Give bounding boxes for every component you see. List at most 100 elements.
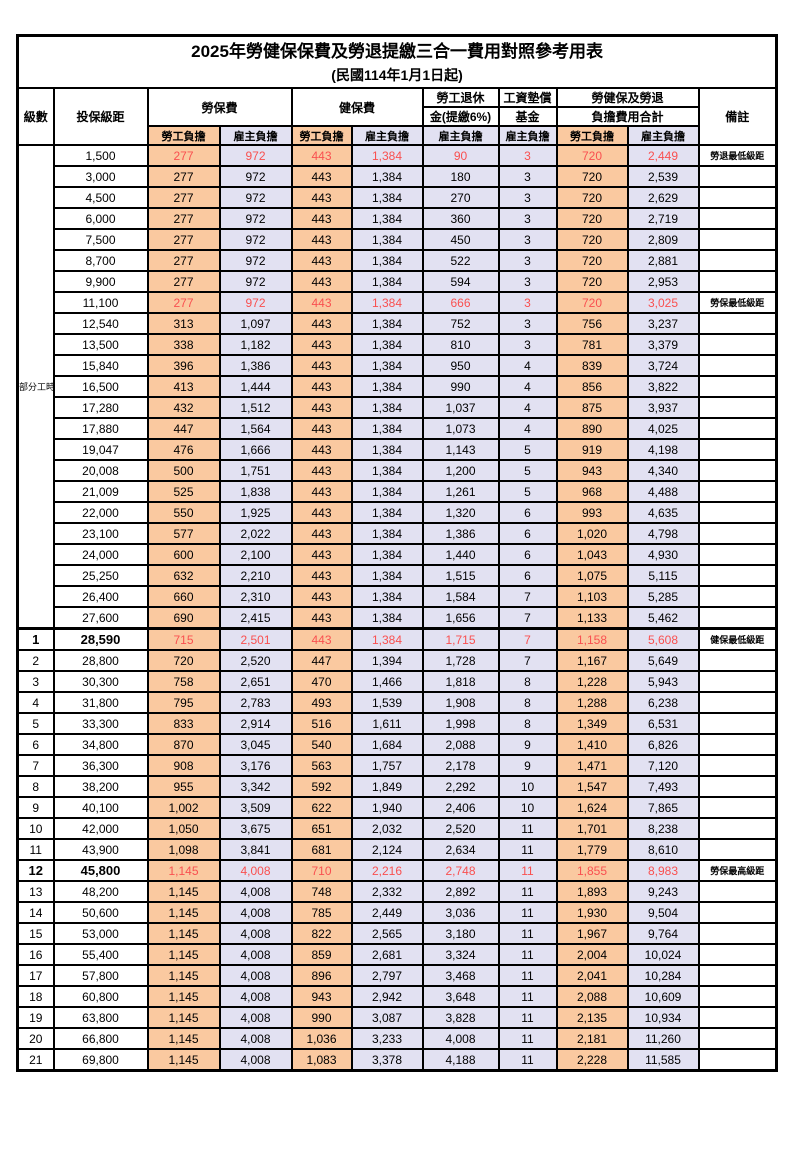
cell-labor-employer: 972 <box>218 144 293 167</box>
cell-labor-employee: 1,145 <box>146 964 221 987</box>
cell-pension-employer: 2,634 <box>421 838 500 861</box>
cell-wage-fund-employer: 5 <box>497 480 558 503</box>
cell-total-employer: 2,539 <box>626 165 700 188</box>
cell-remark <box>697 922 778 945</box>
cell-pension-employer: 2,520 <box>421 817 500 840</box>
cell-total-employer: 3,822 <box>626 375 700 398</box>
cell-pension-employer: 810 <box>421 333 500 356</box>
cell-remark <box>697 564 778 587</box>
cell-total-employer: 4,340 <box>626 459 700 482</box>
cell-level: 1 <box>16 627 55 651</box>
cell-labor-employer: 1,666 <box>218 438 293 461</box>
cell-total-employee: 720 <box>555 291 629 314</box>
cell-level: 10 <box>16 817 55 840</box>
cell-health-employee: 622 <box>290 796 353 819</box>
cell-wage-fund-employer: 11 <box>497 1027 558 1050</box>
table-row: 17 57,800 1,145 4,008 896 2,797 3,468 11 2,041 10… <box>16 964 778 987</box>
cell-health-employee: 443 <box>290 144 353 167</box>
subheader-wage-fund-employer: 雇主負擔 <box>497 125 558 146</box>
table-row: 2 28,800 720 2,520 447 1,394 1,728 7 1,167 5,649 <box>16 649 778 672</box>
cell-wage-fund-employer: 6 <box>497 501 558 524</box>
cell-wage-fund-employer: 11 <box>497 985 558 1008</box>
cell-health-employee: 443 <box>290 228 353 251</box>
col-header-remark: 備註 <box>697 87 778 146</box>
cell-total-employee: 1,855 <box>555 859 629 882</box>
table-row: 10 42,000 1,050 3,675 651 2,032 2,520 11 1,701 8,… <box>16 817 778 840</box>
table-row: 7 36,300 908 3,176 563 1,757 2,178 9 1,471 7,120 <box>16 754 778 777</box>
cell-pension-employer: 1,037 <box>421 396 500 419</box>
cell-health-employee: 443 <box>290 459 353 482</box>
cell-health-employee: 470 <box>290 670 353 693</box>
cell-level: 18 <box>16 985 55 1008</box>
cell-total-employee: 1,075 <box>555 564 629 587</box>
cell-labor-employee: 600 <box>146 543 221 566</box>
cell-total-employee: 756 <box>555 312 629 335</box>
cell-health-employer: 2,216 <box>350 859 424 882</box>
subheader-pension-employer: 雇主負擔 <box>421 125 500 146</box>
cell-health-employer: 1,384 <box>350 186 424 209</box>
table-row: 13 48,200 1,145 4,008 748 2,332 2,892 11 1,893 9,… <box>16 880 778 903</box>
cell-total-employer: 3,025 <box>626 291 700 314</box>
cell-remark <box>697 796 778 819</box>
cell-bracket: 25,250 <box>52 564 149 587</box>
cell-health-employer: 2,032 <box>350 817 424 840</box>
cell-health-employee: 443 <box>290 291 353 314</box>
cell-total-employee: 720 <box>555 186 629 209</box>
cell-labor-employee: 720 <box>146 649 221 672</box>
cell-pension-employer: 4,008 <box>421 1027 500 1050</box>
cell-total-employee: 1,624 <box>555 796 629 819</box>
cell-total-employee: 1,471 <box>555 754 629 777</box>
cell-health-employee: 447 <box>290 649 353 672</box>
cell-total-employer: 9,764 <box>626 922 700 945</box>
cell-wage-fund-employer: 7 <box>497 585 558 608</box>
table-row: 27,600 690 2,415 443 1,384 1,656 7 1,133 5,462 <box>18 606 778 630</box>
cell-remark <box>697 670 778 693</box>
cell-total-employee: 1,020 <box>555 522 629 545</box>
cell-pension-employer: 1,143 <box>421 438 500 461</box>
cell-bracket: 3,000 <box>52 165 149 188</box>
cell-labor-employer: 4,008 <box>218 880 293 903</box>
cell-pension-employer: 360 <box>421 207 500 230</box>
cell-labor-employer: 1,751 <box>218 459 293 482</box>
cell-remark <box>697 333 778 356</box>
cell-labor-employee: 525 <box>146 480 221 503</box>
cell-health-employee: 443 <box>290 522 353 545</box>
cell-remark <box>697 817 778 840</box>
table-row: 21 69,800 1,145 4,008 1,083 3,378 4,188 11 2,228… <box>16 1048 778 1072</box>
header-row-3: 勞工負擔 雇主負擔 勞工負擔 雇主負擔 雇主負擔 雇主負擔 勞工負擔 雇主負擔 <box>18 125 777 146</box>
cell-health-employer: 1,611 <box>350 712 424 735</box>
cell-health-employee: 651 <box>290 817 353 840</box>
cell-total-employer: 2,809 <box>626 228 700 251</box>
cell-level: 5 <box>16 712 55 735</box>
col-header-wage-fund-line2: 基金 <box>497 106 558 127</box>
cell-total-employer: 5,608 <box>626 627 700 651</box>
cell-total-employee: 1,349 <box>555 712 629 735</box>
cell-labor-employer: 2,100 <box>218 543 293 566</box>
cell-health-employer: 1,384 <box>350 312 424 335</box>
cell-labor-employee: 1,145 <box>146 1048 221 1072</box>
cell-health-employee: 785 <box>290 901 353 924</box>
cell-total-employee: 1,779 <box>555 838 629 861</box>
table-row: 8 38,200 955 3,342 592 1,849 2,292 10 1,547 7,493 <box>16 775 778 798</box>
cell-labor-employee: 660 <box>146 585 221 608</box>
cell-labor-employer: 1,182 <box>218 333 293 356</box>
cell-health-employee: 443 <box>290 438 353 461</box>
cell-remark <box>697 1048 778 1072</box>
cell-labor-employee: 908 <box>146 754 221 777</box>
cell-health-employee: 443 <box>290 333 353 356</box>
cell-bracket: 48,200 <box>52 880 149 903</box>
cell-remark <box>697 712 778 735</box>
cell-remark <box>697 312 778 335</box>
cell-wage-fund-employer: 5 <box>497 438 558 461</box>
cell-labor-employer: 1,925 <box>218 501 293 524</box>
subheader-labor-employer: 雇主負擔 <box>218 125 293 146</box>
cell-total-employee: 1,228 <box>555 670 629 693</box>
cell-remark <box>697 733 778 756</box>
cell-pension-employer: 2,892 <box>421 880 500 903</box>
cell-health-employer: 1,757 <box>350 754 424 777</box>
cell-labor-employee: 955 <box>146 775 221 798</box>
cell-health-employer: 1,384 <box>350 270 424 293</box>
cell-total-employer: 4,025 <box>626 417 700 440</box>
cell-labor-employee: 758 <box>146 670 221 693</box>
cell-health-employer: 1,684 <box>350 733 424 756</box>
